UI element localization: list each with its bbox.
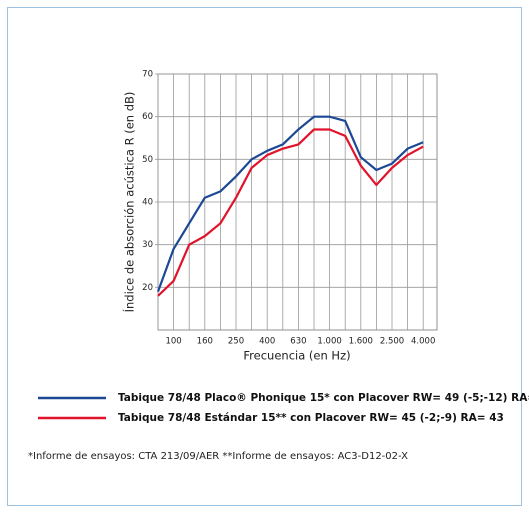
x-tick-label: 1.000 — [317, 337, 341, 347]
x-tick-label: 2.500 — [380, 337, 404, 347]
y-tick-label: 50 — [142, 155, 153, 165]
legend-label: Tabique 78/48 Placo® Phonique 15* con Pl… — [118, 392, 529, 404]
footnote: *Informe de ensayos: CTA 213/09/AER **In… — [28, 451, 408, 462]
x-axis-label: Frecuencia (en Hz) — [243, 349, 350, 363]
y-tick-label: 30 — [142, 240, 153, 250]
x-tick-label: 250 — [228, 337, 244, 347]
y-tick-label: 70 — [142, 70, 153, 80]
x-tick-label: 1.600 — [349, 337, 373, 347]
x-tick-label: 4.000 — [411, 337, 435, 347]
series-line — [157, 128, 424, 297]
legend-label: Tabique 78/48 Estándar 15** con Placover… — [118, 412, 504, 424]
y-tick-label: 40 — [142, 198, 153, 208]
x-tick-label: 400 — [259, 337, 275, 347]
x-tick-label: 160 — [197, 337, 213, 347]
frame — [7, 7, 522, 506]
series-line — [156, 115, 424, 292]
y-tick-label: 20 — [142, 283, 153, 293]
x-tick-label: 100 — [165, 337, 181, 347]
y-axis-label: Índice de absorción acústica R (en dB) — [122, 92, 137, 313]
x-tick-label: 630 — [290, 337, 306, 347]
y-tick-label: 60 — [142, 112, 153, 122]
